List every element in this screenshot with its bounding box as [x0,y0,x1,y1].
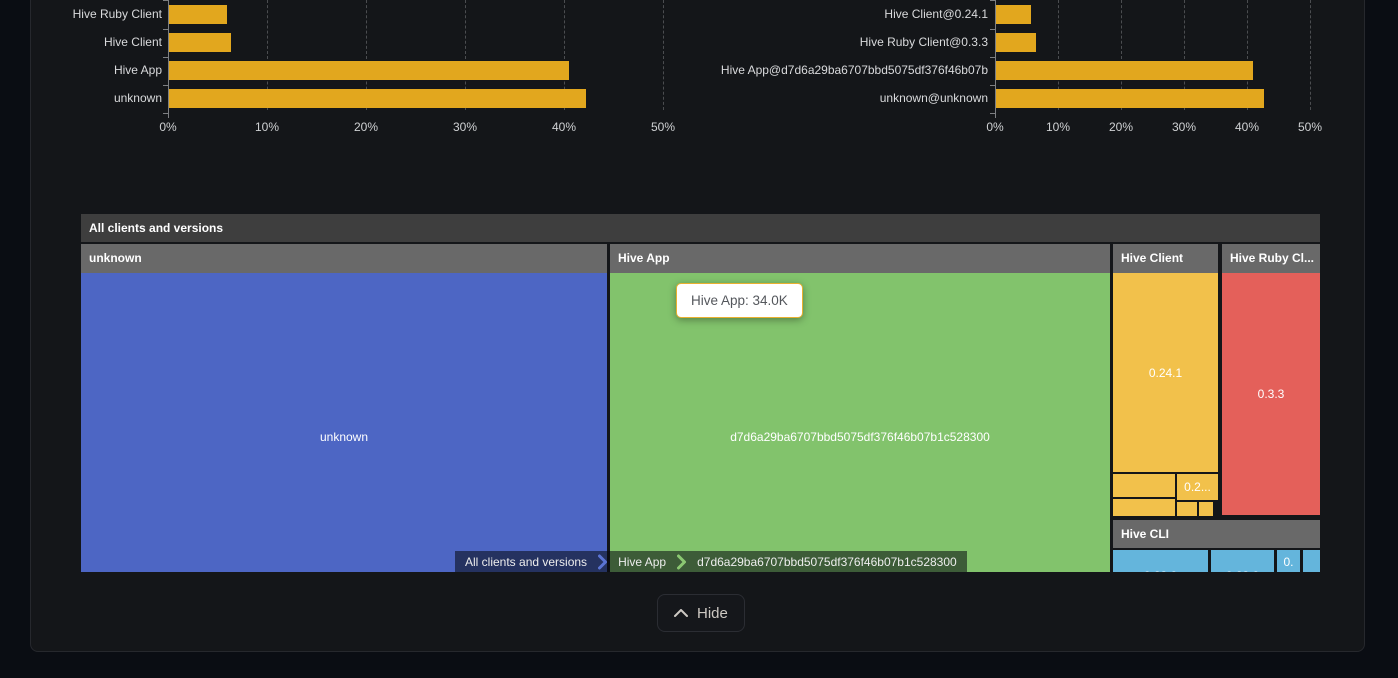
client-versions-bar-chart: 0% 10% 20% 30% 40% 50% Hive Client@0.24.1 Hive … [700,0,1398,140]
x-axis-tick-label: 20% [353,120,379,134]
treemap-cell-label: 0.3.3 [1257,387,1285,401]
category-label: Hive Ruby Client [72,7,162,21]
y-axis-tick [163,0,168,1]
treemap-cell-hive-cli-0[interactable]: 0. [1277,550,1300,572]
treemap-cell-hive-client-minor-2[interactable] [1113,499,1175,516]
x-axis-tick-label: 10% [1045,120,1071,134]
bar-hive-ruby-client-0-3-3[interactable] [996,33,1036,52]
x-axis-tick-label: 30% [452,120,478,134]
category-label: Hive Ruby Client@0.3.3 [859,35,988,49]
category-label: unknown [113,91,162,105]
x-axis-tick-label: 0% [159,120,177,134]
treemap-cell-hive-cli-0-23-0-b[interactable]: 0.23.0 [1211,550,1274,572]
hide-button-label: Hide [697,604,728,622]
bar-unknown-unknown[interactable] [996,89,1264,108]
x-gridline [267,0,268,110]
clients-bar-chart: 0% 10% 20% 30% 40% 50% Hive Ruby Client Hive Cl… [0,0,700,140]
x-gridline [663,0,664,110]
treemap-cell-label: 0. [1283,555,1294,569]
y-axis-tick [990,113,995,114]
x-gridline [1121,0,1122,110]
hide-button[interactable]: Hide [657,594,745,632]
bar-hive-client[interactable] [169,33,231,52]
treemap-cell-hive-cli-0-23-0-a[interactable]: 0.23.0 [1113,550,1208,572]
breadcrumb-chevron-icon [597,554,608,570]
y-axis-tick [990,56,995,58]
treemap-cell-label: 0.23.0 [1144,569,1177,572]
treemap-cell-unknown[interactable]: unknown [81,273,607,572]
treemap-section-header-unknown[interactable]: unknown [81,244,607,273]
x-gridline [465,0,466,110]
x-gridline [564,0,565,110]
bar-unknown[interactable] [169,89,586,108]
x-axis-tick-label: 10% [254,120,280,134]
x-axis-tick-label: 20% [1108,120,1134,134]
x-axis-tick-label: 50% [1297,120,1323,134]
bar-hive-app[interactable] [169,61,569,80]
x-axis-tick-label: 50% [650,120,676,134]
category-label: Hive Client@0.24.1 [884,7,988,21]
y-axis-tick [163,56,168,58]
y-axis-tick [990,28,995,30]
y-axis-tick [163,28,168,30]
treemap-section-header-hive-app[interactable]: Hive App [610,244,1110,273]
treemap-cell-hive-client-0-24-1[interactable]: 0.24.1 [1113,273,1218,472]
treemap-breadcrumb: All clients and versions Hive App d7d6a29b… [455,551,967,572]
treemap-tooltip: Hive App: 34.0K [676,283,803,318]
breadcrumb-item-0[interactable]: All clients and versions [465,555,588,569]
treemap-cell-label: d7d6a29ba6707bbd5075df376f46b07b1c528300 [730,430,990,444]
clients-treemap: All clients and versions unknown Hive App… [81,214,1320,572]
bar-hive-app-d7d6a29ba6707bbd5075df376f46b07b[interactable] [996,61,1253,80]
bar-hive-ruby-client[interactable] [169,5,227,24]
treemap-cell-label: 0.2... [1184,480,1211,494]
x-gridline [366,0,367,110]
x-gridline [1058,0,1059,110]
treemap-root-node[interactable]: All clients and versions [81,214,1320,242]
breadcrumb-item-2[interactable]: d7d6a29ba6707bbd5075df376f46b07b1c528300 [697,555,957,569]
treemap-cell-hive-client-minor-3[interactable] [1177,502,1197,516]
category-label: unknown@unknown [879,91,988,105]
y-axis-line [168,0,169,118]
x-axis-tick-label: 30% [1171,120,1197,134]
y-axis-tick [163,84,168,86]
treemap-section-header-hive-client[interactable]: Hive Client [1113,244,1218,273]
treemap-cell-hive-cli-minor[interactable] [1303,550,1320,572]
y-axis-tick [990,0,995,1]
chevron-up-icon [674,609,688,617]
treemap-cell-label: 0.23.0 [1226,569,1259,572]
treemap-cell-hive-app-d7d6a29b[interactable]: d7d6a29ba6707bbd5075df376f46b07b1c528300 [610,273,1110,572]
treemap-cell-hive-client-minor-4[interactable] [1199,502,1213,516]
treemap-cell-label: unknown [319,430,369,444]
treemap-section-header-hive-ruby-client[interactable]: Hive Ruby Cl... [1222,244,1320,273]
treemap-cell-hive-client-0-2[interactable]: 0.2... [1177,474,1218,500]
treemap-cell-hive-client-minor-1[interactable] [1113,474,1175,497]
breadcrumb-chevron-icon [676,554,687,570]
x-axis-tick-label: 40% [551,120,577,134]
y-axis-line [995,0,996,118]
treemap-cell-label: 0.24.1 [1148,365,1183,380]
bar-hive-client-0-24-1[interactable] [996,5,1031,24]
tooltip-text: Hive App: 34.0K [691,293,788,308]
y-axis-tick [990,84,995,86]
category-label: Hive Client [103,35,162,49]
y-axis-tick [163,113,168,114]
x-gridline [1247,0,1248,110]
category-label: Hive App [113,63,162,77]
breadcrumb-item-1[interactable]: Hive App [618,555,667,569]
x-gridline [1310,0,1311,110]
treemap-section-header-hive-cli[interactable]: Hive CLI [1113,520,1320,548]
x-axis-tick-label: 40% [1234,120,1260,134]
x-axis-tick-label: 0% [986,120,1004,134]
category-label: Hive App@d7d6a29ba6707bbd5075df376f46b07… [720,63,988,77]
x-gridline [1184,0,1185,110]
treemap-cell-hive-ruby-client-0-3-3[interactable]: 0.3.3 [1222,273,1320,515]
